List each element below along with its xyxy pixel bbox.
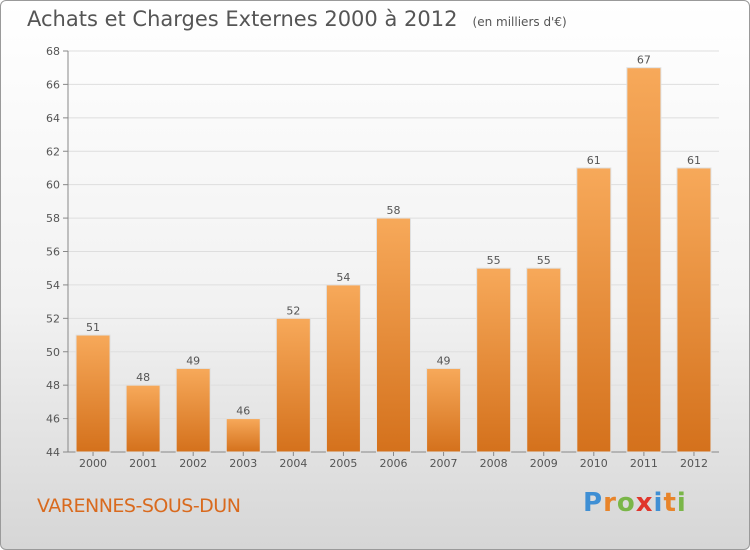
x-tick-label: 2008 xyxy=(480,457,508,470)
y-tick-label: 58 xyxy=(46,212,60,225)
data-label: 55 xyxy=(487,254,501,267)
x-tick-label: 2012 xyxy=(680,457,708,470)
y-tick-label: 46 xyxy=(46,413,60,426)
bar xyxy=(125,384,161,453)
data-label: 46 xyxy=(236,405,250,418)
data-label: 67 xyxy=(637,54,651,67)
data-label: 58 xyxy=(387,204,401,217)
data-label: 54 xyxy=(336,271,350,284)
bar xyxy=(376,217,411,453)
data-label: 61 xyxy=(687,154,701,167)
data-label: 55 xyxy=(537,254,551,267)
data-label: 49 xyxy=(186,354,200,367)
y-tick-label: 62 xyxy=(46,145,60,158)
logo-letter: i xyxy=(676,488,687,518)
x-tick-label: 2003 xyxy=(229,457,257,470)
town-name: VARENNES-SOUS-DUN xyxy=(37,495,241,517)
unit-note: (en milliers d'€) xyxy=(472,15,567,29)
data-label: 51 xyxy=(86,321,100,334)
x-tick-label: 2007 xyxy=(430,457,458,470)
bar xyxy=(526,267,562,453)
data-label: 52 xyxy=(286,304,300,317)
bar xyxy=(275,317,311,453)
x-tick-label: 2004 xyxy=(279,457,307,470)
x-tick-label: 2006 xyxy=(380,457,408,470)
bar xyxy=(426,367,462,453)
bar xyxy=(676,167,712,453)
bar xyxy=(325,284,361,453)
x-tick-label: 2000 xyxy=(79,457,107,470)
logo-letter: o xyxy=(616,488,636,518)
y-tick-label: 66 xyxy=(46,78,60,91)
y-tick-label: 68 xyxy=(46,45,60,58)
chart-title: Achats et Charges Externes 2000 à 2012 (… xyxy=(27,7,567,31)
y-tick-label: 64 xyxy=(46,112,60,125)
proxiti-logo: Proxiti xyxy=(583,488,687,518)
bar xyxy=(476,267,512,453)
x-tick-label: 2001 xyxy=(129,457,157,470)
x-tick-label: 2010 xyxy=(580,457,608,470)
y-tick-label: 48 xyxy=(46,379,60,392)
y-tick-label: 52 xyxy=(46,312,60,325)
logo-letter: i xyxy=(653,488,664,518)
y-tick-label: 60 xyxy=(46,179,60,192)
x-tick-label: 2002 xyxy=(179,457,207,470)
data-label: 49 xyxy=(437,354,451,367)
data-label: 61 xyxy=(587,154,601,167)
bar xyxy=(175,367,211,453)
x-tick-label: 2009 xyxy=(530,457,558,470)
x-tick-label: 2005 xyxy=(329,457,357,470)
logo-letter: t xyxy=(663,488,677,518)
bar xyxy=(626,67,662,453)
bar xyxy=(576,167,612,453)
logo-letter: x xyxy=(635,488,654,518)
bar xyxy=(75,334,111,453)
x-tick-label: 2011 xyxy=(630,457,658,470)
bar xyxy=(225,418,261,453)
logo-letter: r xyxy=(603,488,617,518)
title-text: Achats et Charges Externes 2000 à 2012 xyxy=(27,7,458,31)
y-tick-label: 50 xyxy=(46,346,60,359)
data-label: 48 xyxy=(136,371,150,384)
y-tick-label: 54 xyxy=(46,279,60,292)
logo-letter: P xyxy=(583,488,604,518)
y-tick-label: 56 xyxy=(46,246,60,259)
y-tick-label: 44 xyxy=(46,446,60,459)
